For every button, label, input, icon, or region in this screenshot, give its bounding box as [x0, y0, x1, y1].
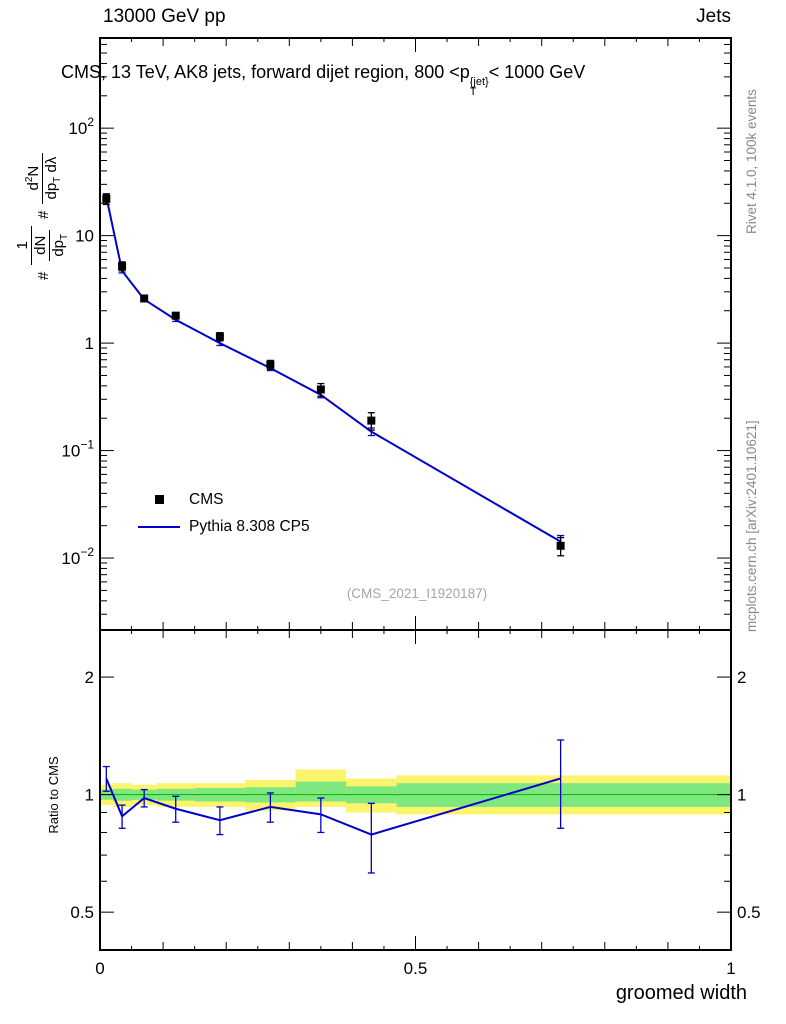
fraction-d2n: d2N dpT dλ [21, 152, 66, 204]
beam-energy-label: 13000 GeV pp [103, 6, 226, 27]
ratio-y-tick-label: 0.5 [70, 903, 94, 922]
ratio-y-tick-label: 0.5 [737, 903, 761, 922]
x-axis-label: groomed width [615, 982, 747, 1004]
x-tick-label: 0 [95, 959, 104, 978]
uncertainty-band-green [295, 781, 347, 802]
data-point [367, 416, 376, 425]
plot-title: CMS, 13 TeV, AK8 jets, forward dijet reg… [61, 62, 586, 98]
ratio-y-tick-label: 1 [737, 786, 746, 805]
x-tick-label: 1 [726, 959, 735, 978]
y-tick-label: 10−2 [61, 545, 94, 568]
mcplots-reference-label: mcplots.cern.ch [arXiv:2401.10621] [744, 420, 759, 632]
y-tick-label: 10 [75, 227, 94, 246]
plot-title-suffix: < 1000 GeV [488, 62, 586, 82]
pythia-line-icon [138, 525, 180, 528]
y-tick-label: 102 [68, 115, 94, 138]
y-tick-label: 1 [85, 334, 94, 353]
ratio-frame [99, 629, 732, 951]
legend-label-pythia: Pythia 8.308 CP5 [189, 517, 310, 535]
analysis-id-watermark: (CMS_2021_I1920187) [346, 586, 488, 601]
data-point [102, 194, 111, 203]
ratio-y-axis-label: Ratio to CMS [46, 756, 61, 834]
data-point [215, 332, 224, 341]
analysis-group-label: Jets [696, 6, 731, 27]
ratio-y-tick-label: 2 [85, 668, 94, 687]
main-frame [99, 37, 732, 631]
data-point [118, 262, 127, 271]
cms-marker-icon [138, 495, 180, 504]
legend-label-cms: CMS [189, 490, 224, 508]
ratio-y-tick-label: 2 [737, 668, 746, 687]
plot-title-text: CMS, 13 TeV, AK8 jets, forward dijet reg… [61, 62, 460, 82]
data-point [171, 311, 180, 320]
data-point [140, 294, 149, 303]
hash-symbol: # [35, 210, 52, 219]
legend-item-pythia: Pythia 8.308 CP5 [138, 513, 310, 540]
data-point [266, 360, 275, 369]
data-point [556, 541, 565, 550]
ratio-y-tick-label: 1 [85, 786, 94, 805]
y-tick-label: 10−1 [61, 438, 94, 461]
data-point [316, 385, 325, 394]
rivet-version-label: Rivet 4.1.0, 100k events [744, 89, 759, 234]
pt-jet-symbol: p {jet} T [459, 62, 489, 98]
legend-item-cms: CMS [138, 486, 310, 513]
main-y-axis-label: # 1 dN dpT # d2N dpT dλ [14, 38, 73, 280]
hash-symbol: # [35, 271, 52, 280]
x-tick-label: 0.5 [404, 959, 428, 978]
fraction-one-over-dndpt: 1 dN dpT [14, 225, 73, 265]
legend: CMS Pythia 8.308 CP5 [138, 486, 310, 540]
